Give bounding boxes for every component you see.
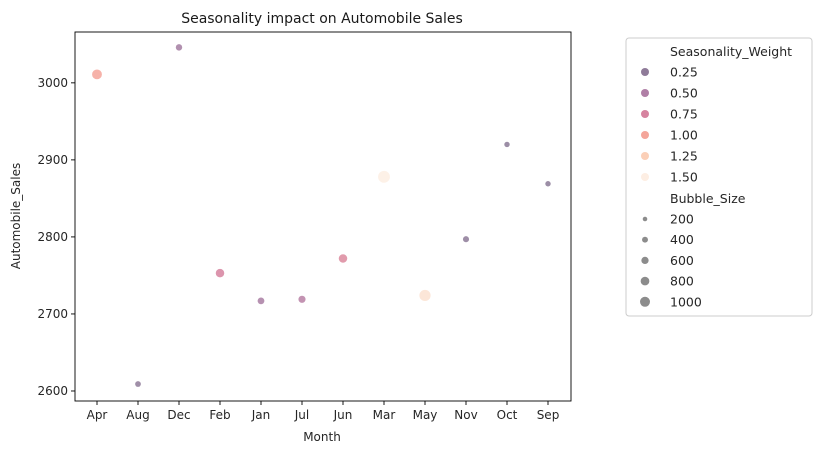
data-point-feb [215,268,225,278]
plot-frame [74,31,572,402]
data-points [92,44,551,387]
y-axis-label: Automobile_Sales [9,163,23,270]
legend-size-marker-200 [642,216,648,222]
legend-frame [625,37,813,317]
x-tick-label-feb: Feb [209,408,230,422]
x-tick-label-apr: Apr [87,408,108,422]
data-point-jul [298,295,306,303]
legend-size-label-1000: 1000 [670,294,702,309]
y-tick-label-3000: 3000 [37,76,68,90]
legend-hue-marker-1.00 [641,131,649,139]
y-tick-label-2700: 2700 [37,307,68,321]
legend: Seasonality_Weight Bubble_Size 0.25 0.50 0… [625,37,813,317]
legend-size-marker-800 [640,276,650,286]
legend-hue-marker-0.25 [641,68,649,76]
x-tick-label-dec: Dec [167,408,190,422]
x-axis-label: Month [303,430,341,444]
legend-size-label-200: 200 [670,212,694,227]
legend-hue-marker-0.75 [641,110,649,118]
x-tick-label-sep: Sep [537,408,560,422]
x-tick-label-mar: Mar [373,408,396,422]
data-point-mar [378,170,390,183]
x-tick-label-jul: Jul [294,408,309,422]
x-tick-label-jan: Jan [251,408,271,422]
legend-hue-marker-1.50 [641,173,649,181]
data-point-oct [504,141,510,148]
legend-size-marker-1000 [640,296,650,307]
legend-hue-label-1.00: 1.00 [670,128,698,143]
legend-hue-marker-1.25 [641,152,649,160]
legend-size-marker-600 [641,256,649,265]
legend-hue-label-1.50: 1.50 [670,170,698,185]
legend-hue-label-0.75: 0.75 [670,107,698,122]
legend-hue-label-1.25: 1.25 [670,149,698,164]
legend-hue-label-0.25: 0.25 [670,65,698,80]
x-axis: Apr Aug Dec Feb Jan Jul Jun Mar May Nov Oct Sep [87,401,560,422]
legend-hue-title: Seasonality_Weight [670,44,792,59]
x-tick-label-jun: Jun [333,408,353,422]
chart-title: Seasonality impact on Automobile Sales [181,11,463,27]
legend-size-title: Bubble_Size [670,191,746,206]
data-point-apr [92,69,102,80]
data-point-nov [462,236,470,243]
y-tick-label-2800: 2800 [37,230,68,244]
legend-size-label-800: 800 [670,274,694,289]
legend-size-label-400: 400 [670,232,694,247]
y-axis: 2600 2700 2800 2900 3000 [37,76,75,398]
data-point-sep [545,181,551,187]
data-point-jun [338,254,348,263]
data-point-aug [135,381,141,387]
x-tick-label-oct: Oct [497,408,518,422]
data-point-jan [257,297,265,305]
legend-hue-marker-0.50 [641,89,649,97]
data-point-may [419,289,431,302]
y-tick-label-2600: 2600 [37,384,68,398]
y-tick-label-2900: 2900 [37,153,68,167]
legend-hue-label-0.50: 0.50 [670,86,698,101]
x-tick-label-aug: Aug [126,408,149,422]
legend-size-marker-400 [642,236,648,243]
data-point-dec [175,44,183,51]
legend-size-label-600: 600 [670,253,694,268]
x-tick-label-nov: Nov [454,408,477,422]
x-tick-label-may: May [413,408,438,422]
